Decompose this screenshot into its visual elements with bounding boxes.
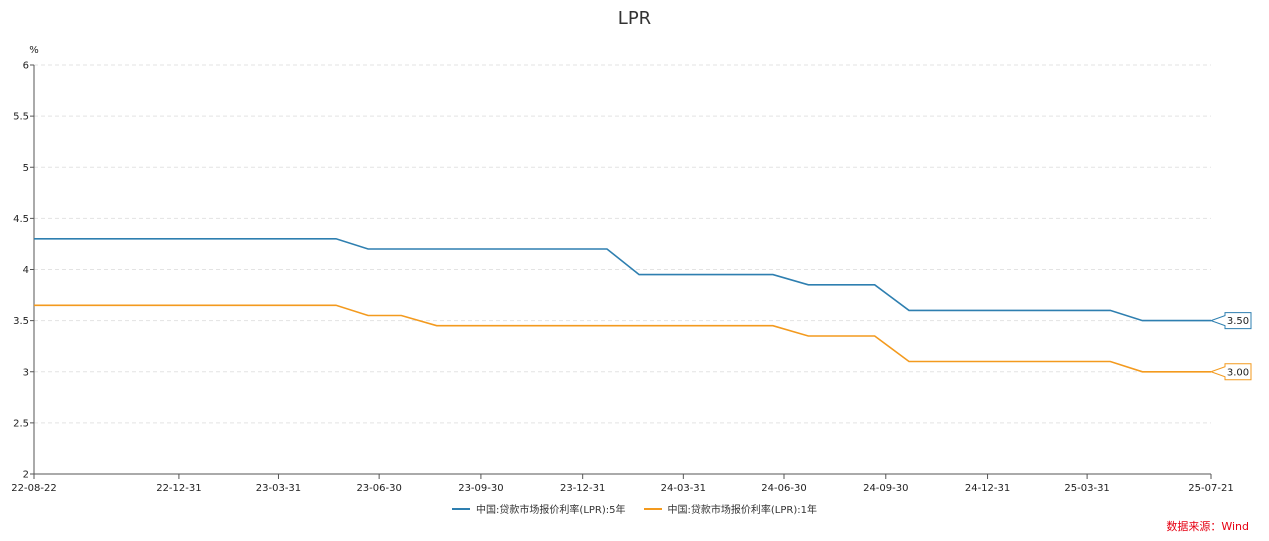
x-tick-label: 22-12-31 (156, 483, 201, 494)
series-line-0 (34, 238, 1211, 322)
x-tick-label: 25-07-21 (1188, 483, 1233, 494)
legend-swatch-1y (643, 507, 662, 510)
y-tick-label: 2 (23, 470, 29, 481)
y-tick-label: 3 (23, 367, 29, 378)
end-value-callout-1 (1209, 363, 1252, 381)
x-tick-label: 25-03-31 (1064, 483, 1109, 494)
y-tick-label: 5 (23, 163, 29, 174)
chart-legend: 中国:贷款市场报价利率(LPR):5年 中国:贷款市场报价利率(LPR):1年 (0, 501, 1269, 516)
x-tick-label: 23-06-30 (356, 483, 401, 494)
y-tick-label: 2.5 (13, 418, 29, 429)
legend-item-1y[interactable]: 中国:贷款市场报价利率(LPR):1年 (643, 501, 817, 516)
chart-title: LPR (617, 8, 652, 29)
y-tick-label: 4.5 (13, 214, 29, 225)
x-tick-label: 24-12-31 (965, 483, 1010, 494)
x-tick-label: 24-06-30 (761, 483, 806, 494)
y-axis-unit: % (29, 45, 39, 56)
series-line-1 (34, 304, 1211, 373)
x-tick-label: 24-03-31 (661, 483, 706, 494)
y-tick-label: 5.5 (13, 112, 29, 123)
legend-label-5y: 中国:贷款市场报价利率(LPR):5年 (476, 505, 626, 516)
x-tick-label: 23-12-31 (560, 483, 605, 494)
y-tick-label: 3.5 (13, 316, 29, 327)
x-tick-label: 23-03-31 (256, 483, 301, 494)
x-tick-label: 24-09-30 (863, 483, 908, 494)
legend-label-1y: 中国:贷款市场报价利率(LPR):1年 (667, 505, 817, 516)
x-tick-label: 23-09-30 (458, 483, 503, 494)
y-tick-label: 4 (23, 265, 29, 276)
end-value-label-1: 3.00 (1227, 367, 1249, 378)
end-value-callout-0 (1209, 312, 1252, 330)
legend-item-5y[interactable]: 中国:贷款市场报价利率(LPR):5年 (452, 501, 626, 516)
y-tick-label: 6 (23, 61, 29, 72)
x-tick-label: 22-08-22 (11, 483, 56, 494)
end-value-label-0: 3.50 (1227, 316, 1249, 327)
legend-swatch-5y (452, 507, 471, 510)
data-source-note: 数据来源：Wind (1166, 520, 1249, 533)
